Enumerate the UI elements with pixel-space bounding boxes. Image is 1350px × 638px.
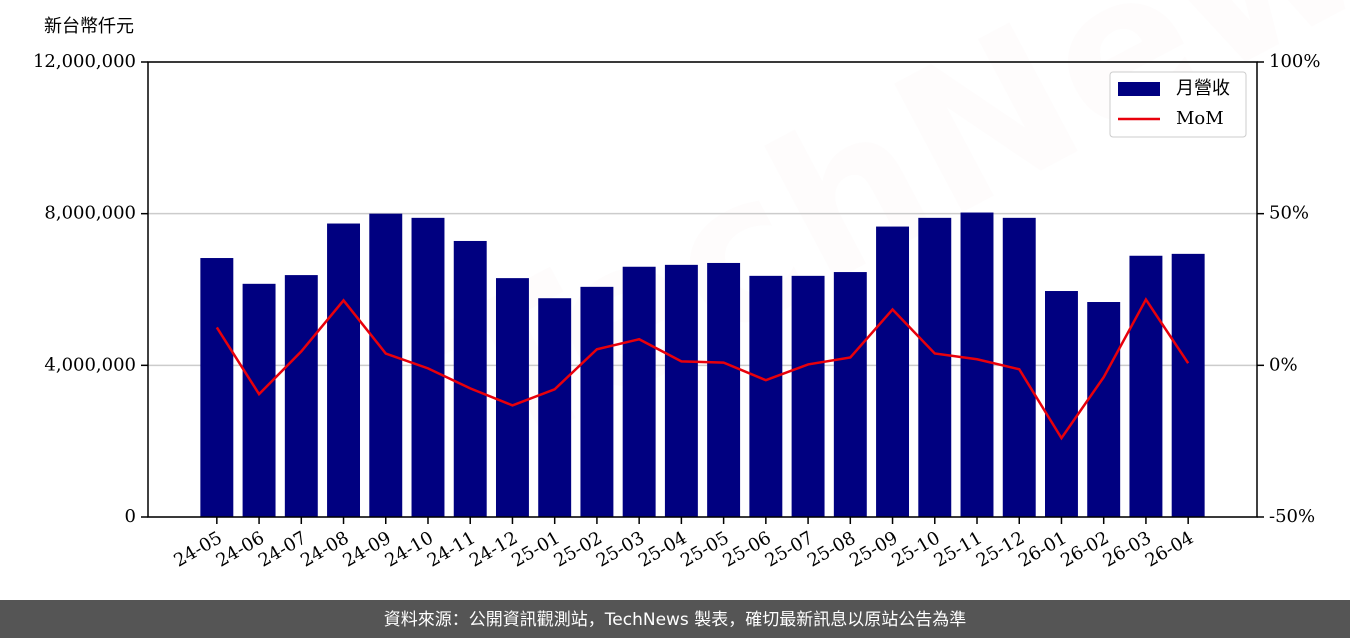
- y-tick-label: 8,000,000: [44, 203, 136, 224]
- bar: [960, 212, 994, 517]
- bar: [664, 264, 698, 517]
- bar: [749, 275, 783, 517]
- bar: [918, 217, 952, 517]
- y-tick-label: 12,000,000: [33, 51, 136, 72]
- bar: [1171, 253, 1205, 517]
- footer-bar: [0, 600, 1350, 638]
- plot-frame: [147, 61, 1258, 518]
- bar: [1044, 291, 1078, 517]
- bar: [538, 298, 572, 517]
- legend: 月營收 MoM: [1109, 71, 1247, 138]
- bar: [495, 278, 529, 517]
- bar: [876, 226, 910, 517]
- y2-tick-label: 0%: [1269, 354, 1298, 375]
- y-tick-label: 4,000,000: [44, 354, 136, 375]
- bar: [622, 266, 656, 517]
- y-axis-label: 新台幣仟元: [44, 16, 134, 37]
- legend-swatch: [1118, 82, 1160, 96]
- legend-label: 月營收: [1176, 78, 1230, 99]
- legend-label: MoM: [1176, 108, 1224, 129]
- bar: [580, 286, 614, 517]
- bar: [369, 213, 403, 517]
- y2-tick-label: 50%: [1269, 203, 1309, 224]
- bar: [200, 258, 234, 517]
- bar: [1129, 255, 1163, 518]
- bar: [327, 223, 361, 517]
- bar: [453, 240, 487, 517]
- bar: [284, 275, 318, 517]
- bar: [242, 283, 276, 517]
- y2-tick-label: 100%: [1269, 51, 1320, 72]
- bar: [1087, 302, 1121, 517]
- source-note: 資料來源：公開資訊觀測站，TechNews 製表，確切最新訊息以原站公告為準: [384, 610, 966, 630]
- bar: [833, 272, 867, 517]
- bar: [791, 275, 825, 517]
- y2-tick-label: -50%: [1269, 506, 1315, 527]
- y-tick-label: 0: [125, 506, 136, 527]
- line: [215, 297, 1190, 441]
- x-tick-label: 26-04: [1142, 527, 1197, 571]
- bar: [707, 262, 741, 517]
